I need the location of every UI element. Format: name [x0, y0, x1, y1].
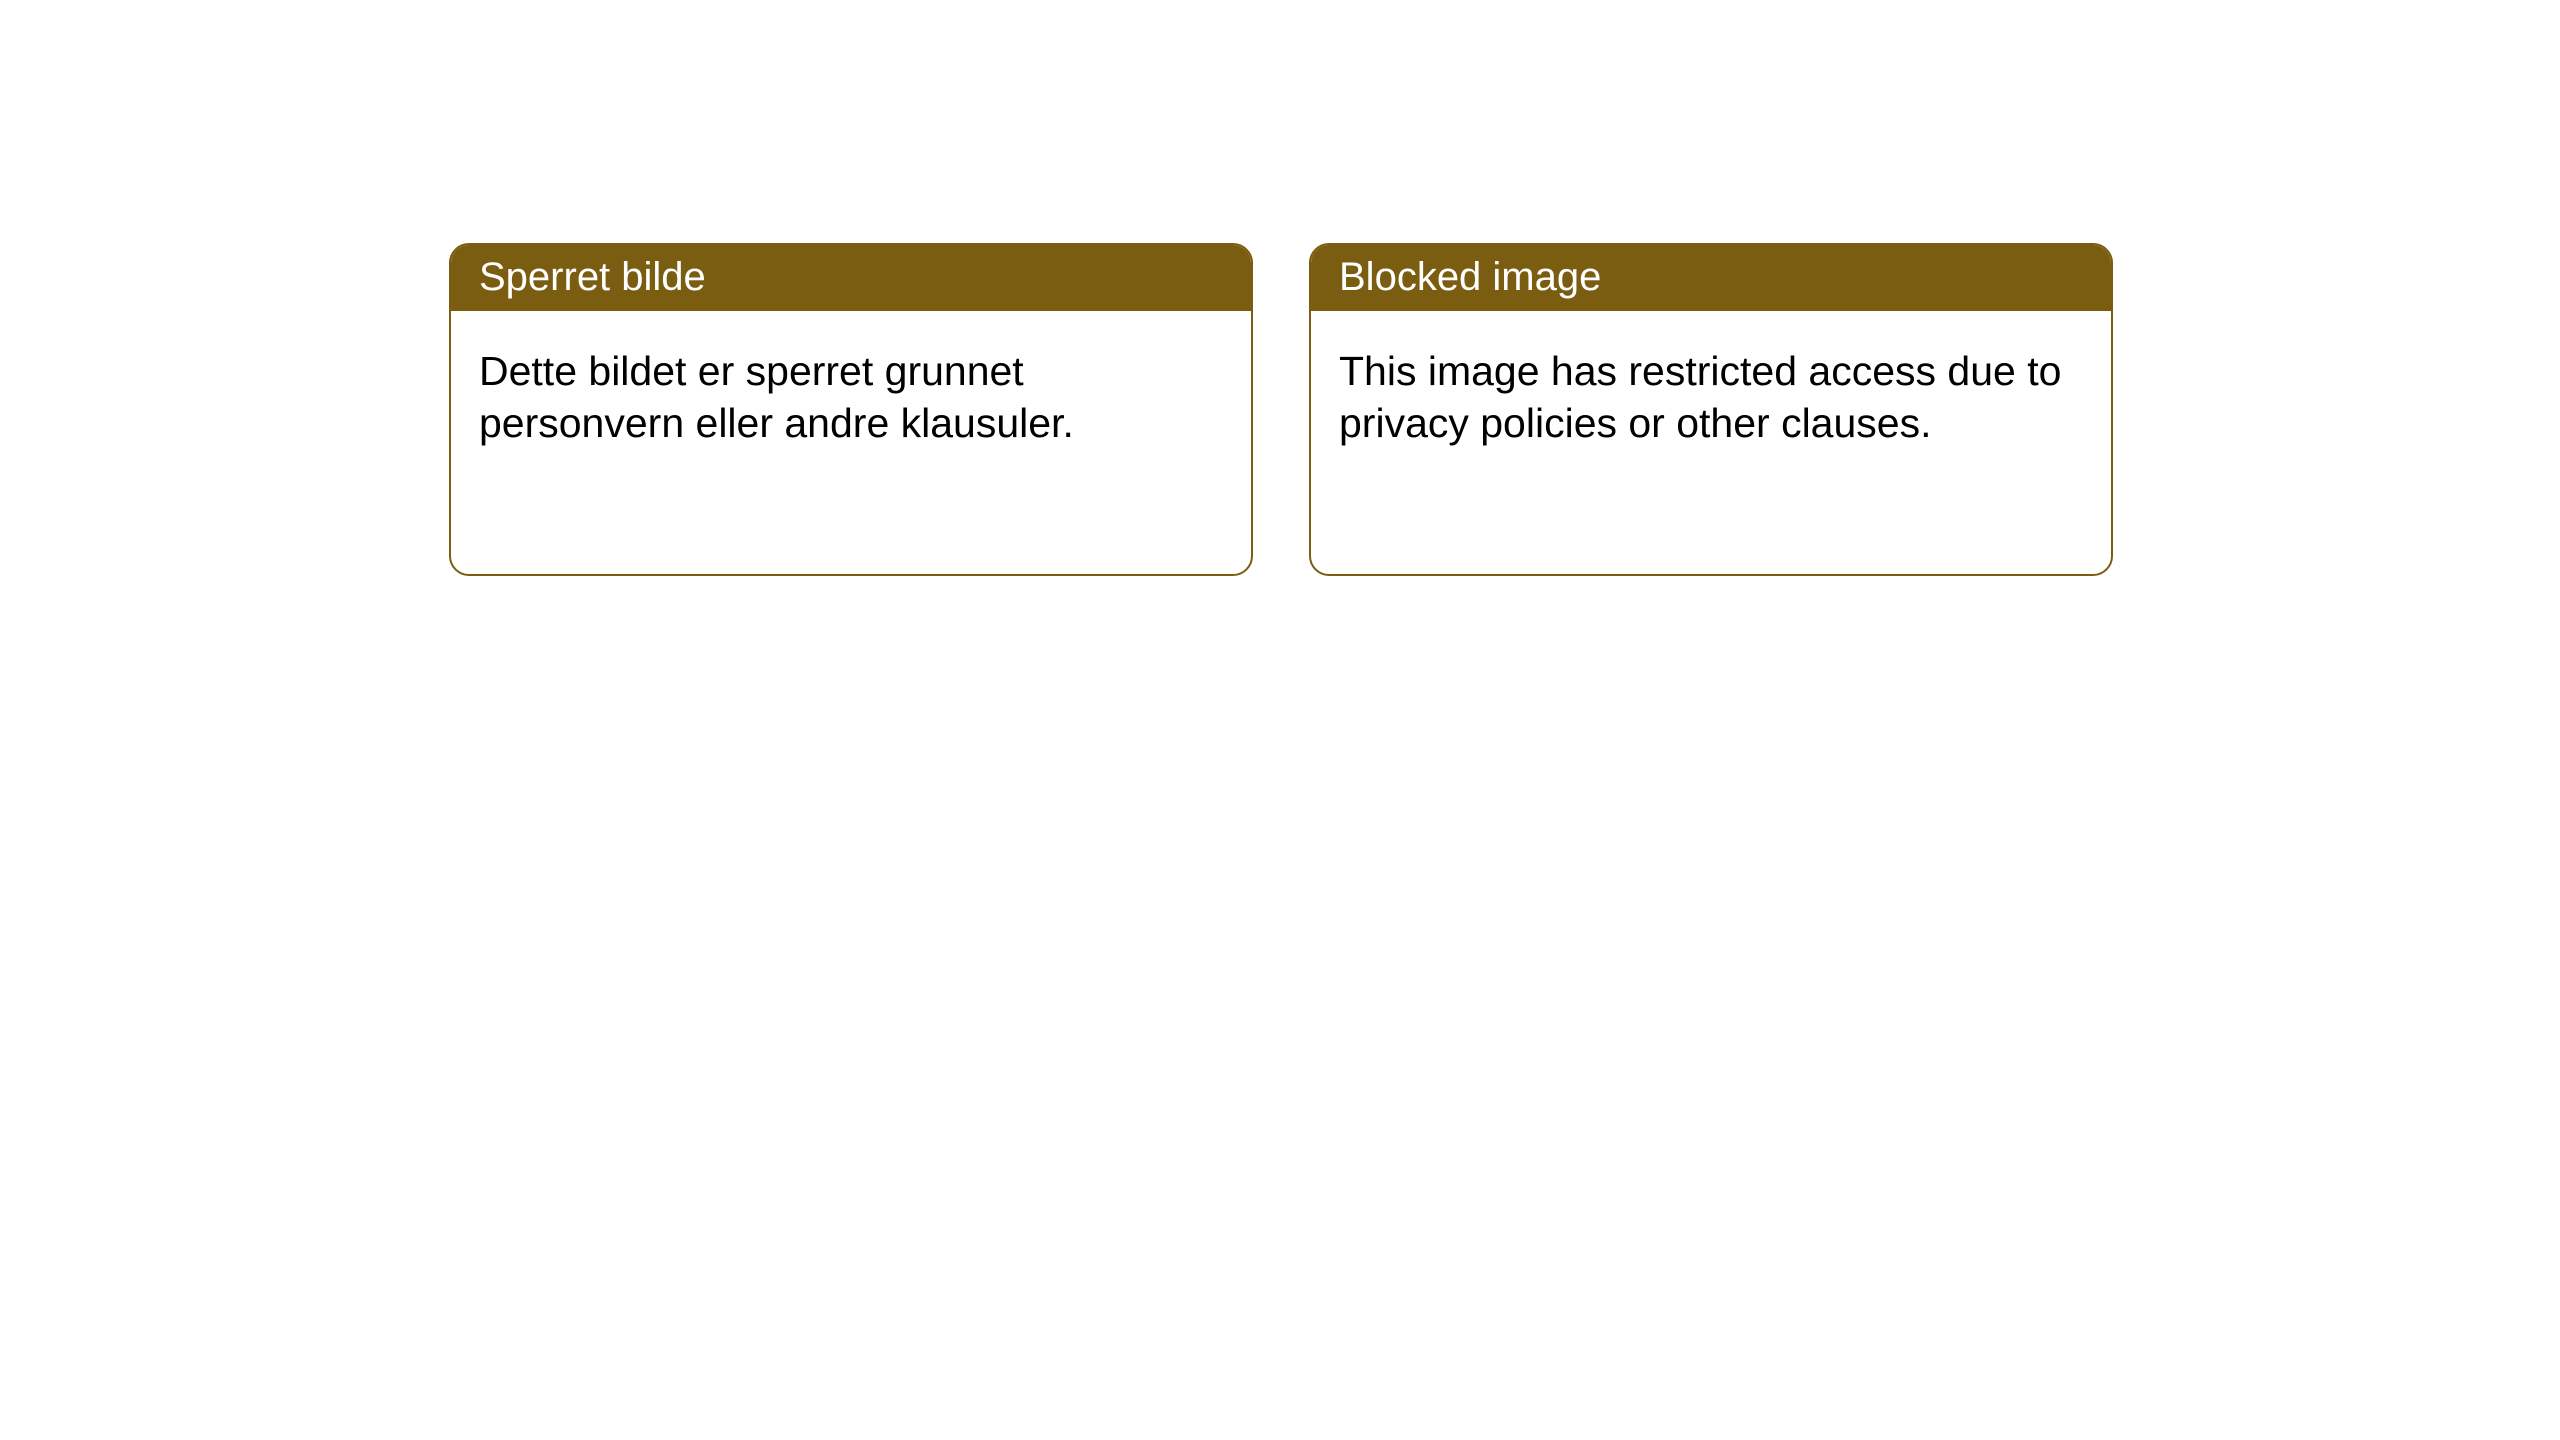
card-header: Sperret bilde	[451, 245, 1251, 311]
card-body: Dette bildet er sperret grunnet personve…	[451, 311, 1251, 484]
card-title: Sperret bilde	[479, 255, 706, 299]
card-body-text: Dette bildet er sperret grunnet personve…	[479, 348, 1074, 446]
notice-cards-container: Sperret bilde Dette bildet er sperret gr…	[0, 0, 2560, 576]
card-body: This image has restricted access due to …	[1311, 311, 2111, 484]
card-header: Blocked image	[1311, 245, 2111, 311]
notice-card-norwegian: Sperret bilde Dette bildet er sperret gr…	[449, 243, 1253, 576]
card-title: Blocked image	[1339, 255, 1601, 299]
notice-card-english: Blocked image This image has restricted …	[1309, 243, 2113, 576]
card-body-text: This image has restricted access due to …	[1339, 348, 2061, 446]
